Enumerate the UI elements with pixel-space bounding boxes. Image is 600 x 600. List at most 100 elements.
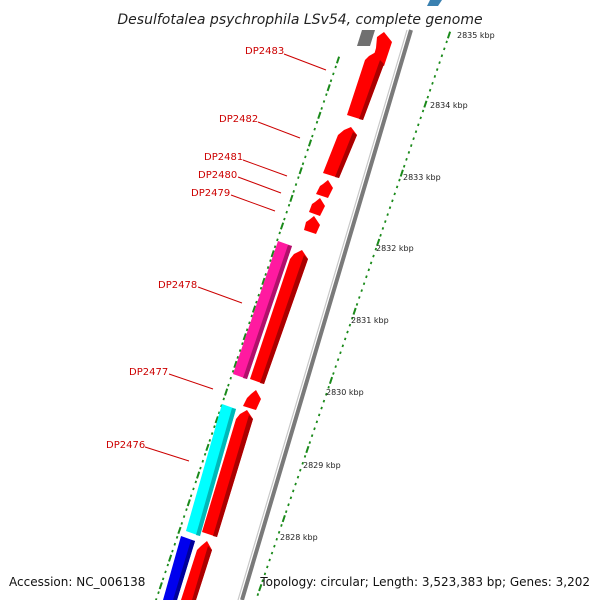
left-tick [175, 535, 179, 539]
outer-tick [435, 68, 439, 71]
outer-tick [275, 537, 278, 541]
outer-tick [277, 530, 281, 534]
pink-feature-shade [243, 245, 292, 379]
left-tick [276, 238, 279, 242]
outer-tick [414, 130, 418, 134]
gene-feature-bottom[interactable] [181, 541, 212, 600]
gene-label-group: DP2483 DP2482 DP2481 DP2480 DP2479 DP247… [106, 46, 284, 451]
gray-feature[interactable] [357, 30, 375, 46]
cyan-feature[interactable] [186, 404, 236, 536]
gene-feature-dp2476[interactable] [202, 410, 253, 537]
gene-feature-dp2480[interactable] [309, 198, 325, 216]
left-tick [285, 210, 288, 214]
outer-tick [317, 413, 321, 417]
outer-tick [346, 330, 349, 334]
kbp-label-2832: 2832 kbp [376, 244, 414, 253]
left-tick [261, 277, 266, 286]
outer-tick [417, 123, 420, 127]
left-tick [229, 376, 232, 380]
outer-tick [412, 137, 415, 141]
gene-feature-dp2477[interactable] [243, 390, 261, 410]
left-tick [334, 65, 337, 69]
outer-tick [407, 151, 411, 154]
left-tick [251, 305, 257, 313]
outer-tick [440, 54, 444, 58]
gene-feature-dp2483-shade [359, 60, 384, 120]
outer-feature-track [163, 0, 442, 600]
blue-feature[interactable] [163, 536, 195, 600]
outer-tick [381, 227, 385, 230]
outer-tick [305, 445, 310, 454]
outer-tick [341, 344, 345, 348]
leader-dp2481 [242, 159, 288, 177]
outer-tick [270, 551, 274, 555]
outer-tick [284, 510, 288, 514]
leader-dp2480 [237, 176, 282, 194]
outer-tick [352, 307, 357, 315]
left-tick [203, 452, 207, 456]
gene-label-dp2483[interactable]: DP2483 [245, 46, 284, 57]
outer-tick [423, 100, 428, 108]
left-tick [201, 459, 205, 463]
outer-tick [296, 475, 300, 479]
left-tick [292, 190, 295, 193]
outer-tick [433, 75, 437, 78]
gene-label-dp2479[interactable]: DP2479 [191, 188, 230, 199]
gene-label-dp2482[interactable]: DP2482 [219, 114, 258, 125]
outer-tick [280, 524, 283, 527]
left-tick [177, 526, 182, 535]
backbone-group [237, 29, 413, 600]
outer-tick [313, 427, 316, 431]
gene-label-dp2480[interactable]: DP2480 [198, 170, 237, 181]
left-tick [248, 321, 251, 325]
left-tick [301, 162, 305, 166]
left-tick [224, 388, 229, 396]
left-tick [294, 183, 298, 186]
left-tick [227, 383, 230, 387]
outer-tick [287, 503, 290, 507]
gene-label-dp2481[interactable]: DP2481 [204, 152, 243, 163]
left-tick [208, 439, 212, 442]
left-tick [231, 369, 235, 373]
left-tick [185, 508, 188, 512]
kbp-label-2835: 2835 kbp [457, 31, 495, 40]
outer-tick-track [256, 31, 452, 596]
left-tick [217, 411, 221, 415]
left-tick [329, 79, 333, 83]
gene-feature-dp2481[interactable] [316, 180, 333, 198]
left-tick [304, 155, 307, 159]
gene-feature-dp2482[interactable] [323, 127, 357, 178]
pink-feature[interactable] [233, 241, 292, 379]
gene-feature-dp2479[interactable] [304, 216, 320, 234]
left-tick [189, 494, 193, 498]
outer-tick [438, 61, 441, 65]
outer-tick [343, 337, 347, 341]
gene-feature-dp2478[interactable] [250, 250, 308, 384]
outer-tick [325, 392, 328, 396]
outer-tick [443, 47, 446, 51]
outer-tick [386, 213, 389, 216]
gene-label-dp2477[interactable]: DP2477 [129, 367, 168, 378]
left-tick [326, 84, 331, 92]
kbp-label-2831: 2831 kbp [351, 316, 389, 325]
left-tick [307, 139, 313, 147]
left-tick [278, 231, 281, 235]
outer-tick [308, 441, 312, 444]
gene-label-dp2478[interactable]: DP2478 [158, 280, 197, 291]
gene-feature-dp2483[interactable] [347, 52, 384, 120]
left-tick [325, 93, 328, 96]
outer-tick [289, 496, 293, 500]
gene-label-dp2476[interactable]: DP2476 [106, 440, 145, 451]
left-tick [233, 360, 238, 369]
left-tick [245, 328, 249, 332]
teal-feature[interactable] [427, 0, 442, 6]
outer-tick [426, 95, 430, 99]
kbp-label-2834: 2834 kbp [430, 101, 468, 110]
outer-tick [301, 461, 304, 465]
gene-feature-dp2478-shade [260, 255, 308, 384]
outer-tick [256, 593, 260, 596]
left-tick [205, 443, 210, 452]
outer-tick [303, 455, 307, 458]
